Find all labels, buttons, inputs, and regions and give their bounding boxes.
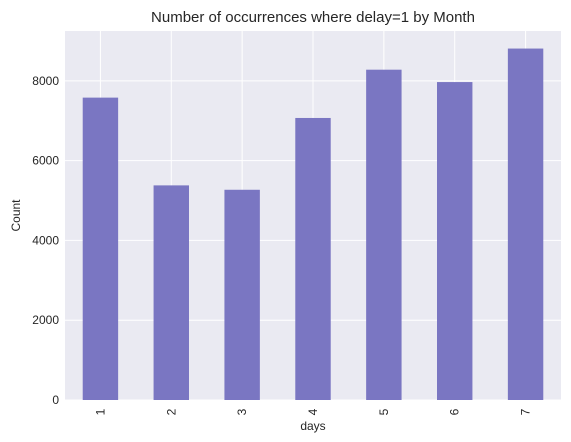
x-tick-label: 6	[448, 408, 462, 415]
x-tick-labels: 1 2 3 4 5 6 7	[93, 408, 532, 415]
bar-6	[437, 82, 473, 401]
bar-4	[295, 117, 331, 400]
x-tick-label: 1	[93, 408, 107, 415]
bars-group	[82, 48, 544, 401]
y-axis-label: Count	[9, 199, 23, 232]
chart-title: Number of occurrences where delay=1 by M…	[151, 9, 475, 26]
bar-2	[153, 185, 189, 400]
bar-5	[366, 69, 402, 401]
x-axis-label: days	[300, 419, 325, 433]
bar-3	[224, 189, 260, 400]
y-tick-label: 2000	[32, 313, 59, 327]
bar-7	[507, 48, 544, 401]
y-tick-label: 6000	[32, 154, 59, 168]
y-tick-label: 0	[52, 393, 59, 407]
x-tick-label: 3	[235, 408, 249, 415]
bar-1	[82, 97, 119, 401]
y-tick-label: 4000	[32, 233, 59, 247]
x-tick-label: 5	[377, 408, 391, 415]
y-tick-label: 8000	[32, 74, 59, 88]
x-tick-label: 2	[164, 408, 178, 415]
x-tick-label: 4	[306, 408, 320, 415]
x-tick-label: 7	[519, 408, 533, 415]
y-tick-labels: 0 2000 4000 6000 8000	[32, 74, 59, 407]
